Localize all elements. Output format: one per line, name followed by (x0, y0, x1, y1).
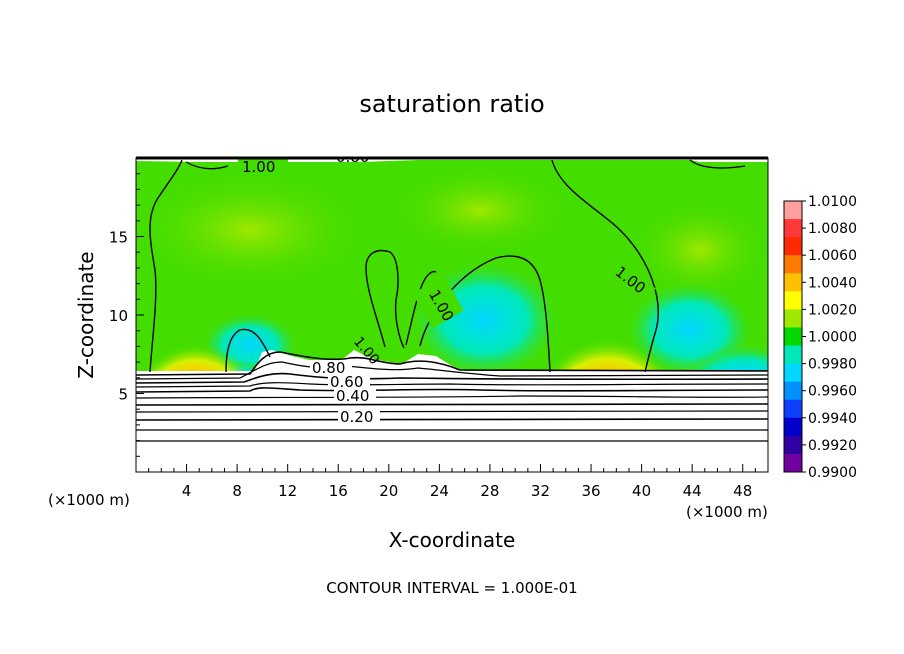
contour-label: 0.40 (336, 387, 369, 405)
contour-label: 0.20 (340, 408, 373, 426)
colorbar-label: 0.9980 (808, 357, 857, 373)
colorbar: 1.0100 1.0080 1.0060 1.0040 1.0020 1.0000 0.99… (783, 194, 857, 481)
colorbar-label: 0.9900 (808, 465, 857, 481)
x-unit-right: (×1000 m) (686, 503, 768, 521)
colorbar-swatch (784, 201, 802, 220)
lower-contours (136, 351, 768, 442)
x-tick-label: 16 (329, 482, 348, 500)
colorbar-label: 0.9960 (808, 384, 857, 400)
contour-line (136, 410, 768, 413)
colorbar-swatch (784, 381, 802, 401)
colorbar-label: 1.0080 (808, 221, 857, 237)
contour-line (551, 159, 659, 373)
colorbar-swatch (784, 219, 802, 238)
colorbar-label: 1.0100 (808, 194, 857, 210)
y-axis-label: Z-coordinate (74, 251, 98, 378)
colorbar-swatch (784, 417, 802, 437)
x-tick-label: 48 (733, 482, 752, 500)
contour-line (405, 270, 437, 346)
x-tick-label: 20 (379, 482, 398, 500)
contour-line (689, 159, 746, 169)
contour-label-bg (338, 409, 380, 423)
colorbar-label: 0.9940 (808, 411, 857, 427)
contour-label: 0.80 (336, 148, 369, 166)
contour-line (136, 382, 768, 388)
contour-line (136, 351, 768, 376)
contour-label: 0.60 (330, 373, 363, 391)
colorbar-swatch (784, 273, 802, 292)
chart-title: saturation ratio (359, 90, 544, 118)
x-axis: 4 8 12 16 20 24 28 32 36 40 44 48 (148, 464, 756, 500)
colorbar-swatch (784, 309, 802, 328)
colorbar-swatch (784, 327, 802, 347)
contour-label: 0.80 (312, 359, 345, 377)
contour-label-bg (328, 374, 370, 388)
contour-line (136, 372, 768, 384)
x-axis-label: X-coordinate (389, 528, 516, 552)
x-tick-label: 40 (632, 482, 651, 500)
colorbar-swatch (784, 345, 802, 365)
lime-patch (630, 200, 768, 300)
x-tick-label: 12 (278, 482, 297, 500)
lime-patch (136, 170, 370, 290)
colorbar-swatch (784, 291, 802, 310)
contour-line (136, 387, 768, 393)
x-tick-label: 44 (683, 482, 702, 500)
colorbar-swatch (784, 453, 802, 473)
contour-interval-footer: CONTOUR INTERVAL = 1.000E-01 (326, 579, 577, 597)
plot-area: 1.00 1.00 1.00 1.00 0.80 0.80 0.60 0.40 … (136, 148, 768, 472)
y-tick-label: 5 (118, 386, 128, 404)
colorbar-label: 1.0020 (808, 302, 857, 318)
contour-line (136, 395, 768, 399)
colorbar-swatch (784, 363, 802, 383)
colorbar-swatch (784, 255, 802, 274)
y-tick-label: 10 (109, 307, 128, 325)
y-axis: 5 10 15 (109, 173, 144, 457)
contour-line (136, 403, 768, 406)
colorbar-swatch (784, 435, 802, 455)
x-tick-label: 36 (581, 482, 600, 500)
x-tick-label: 24 (430, 482, 449, 500)
contour-line (185, 161, 229, 170)
colorbar-label: 1.0040 (808, 275, 857, 291)
y-tick-label: 15 (109, 229, 128, 247)
subsaturated-region (136, 371, 768, 472)
x-tick-label: 32 (531, 482, 550, 500)
colorbar-swatch (784, 237, 802, 256)
colorbar-label: 1.0000 (808, 330, 857, 346)
contour-label: 1.00 (242, 158, 275, 176)
contour-label-bg (238, 158, 288, 174)
lime-patch (390, 165, 570, 255)
contour-label-bg (334, 388, 376, 402)
colorbar-label: 0.9920 (808, 438, 857, 454)
contour-line (225, 328, 271, 373)
colorbar-label: 1.0060 (808, 248, 857, 264)
x-tick-label: 4 (182, 482, 192, 500)
contour-line (136, 418, 768, 421)
contour-line (149, 159, 183, 373)
contour-label-bg (610, 261, 656, 303)
colorbar-swatch (784, 399, 802, 419)
x-tick-label: 8 (232, 482, 242, 500)
contour-labels: 1.00 1.00 1.00 1.00 0.80 0.80 0.60 0.40 … (238, 148, 656, 426)
contour-label-bg (310, 360, 352, 374)
x-tick-label: 28 (480, 482, 499, 500)
x-unit-left: (×1000 m) (48, 491, 130, 509)
contour-label-bg (412, 275, 464, 329)
contour-line (365, 249, 405, 349)
